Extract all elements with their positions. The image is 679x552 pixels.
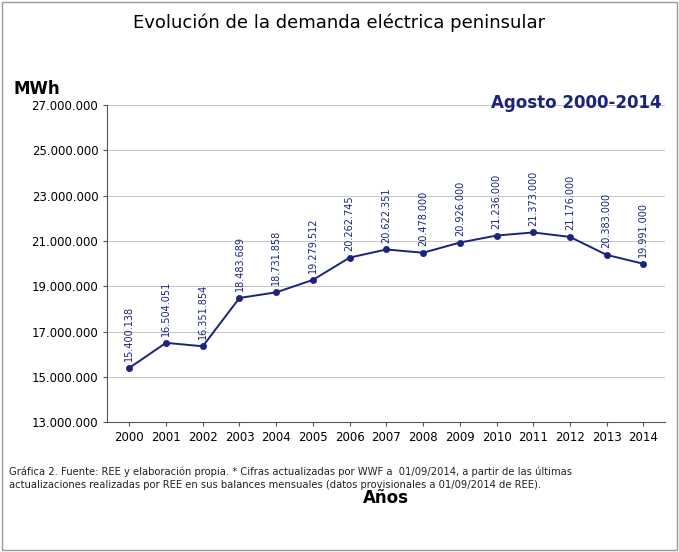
Text: 20.926.000: 20.926.000	[455, 181, 465, 236]
Text: 21.236.000: 21.236.000	[492, 173, 502, 229]
Text: 20.622.351: 20.622.351	[382, 187, 391, 242]
Text: 21.373.000: 21.373.000	[528, 170, 538, 226]
Text: Gráfica 2. Fuente: REE y elaboración propia. * Cifras actualizadas por WWF a  01: Gráfica 2. Fuente: REE y elaboración pro…	[9, 466, 572, 490]
Text: 20.478.000: 20.478.000	[418, 190, 428, 246]
Text: 19.991.000: 19.991.000	[638, 202, 648, 257]
Text: 16.351.854: 16.351.854	[198, 284, 208, 339]
Text: 15.400.138: 15.400.138	[124, 306, 134, 361]
Text: MWh: MWh	[14, 80, 60, 98]
Text: 18.483.689: 18.483.689	[234, 236, 244, 291]
Text: 16.504.051: 16.504.051	[161, 280, 171, 336]
Text: 18.731.858: 18.731.858	[271, 230, 281, 285]
Text: Años: Años	[363, 489, 409, 507]
Text: 21.176.000: 21.176.000	[565, 175, 575, 230]
Text: 20.262.745: 20.262.745	[345, 195, 354, 251]
Text: Agosto 2000-2014: Agosto 2000-2014	[492, 94, 662, 112]
Text: Evolución de la demanda eléctrica peninsular: Evolución de la demanda eléctrica penins…	[134, 14, 545, 33]
Text: 19.279.512: 19.279.512	[308, 217, 318, 273]
Text: 20.383.000: 20.383.000	[602, 193, 612, 248]
